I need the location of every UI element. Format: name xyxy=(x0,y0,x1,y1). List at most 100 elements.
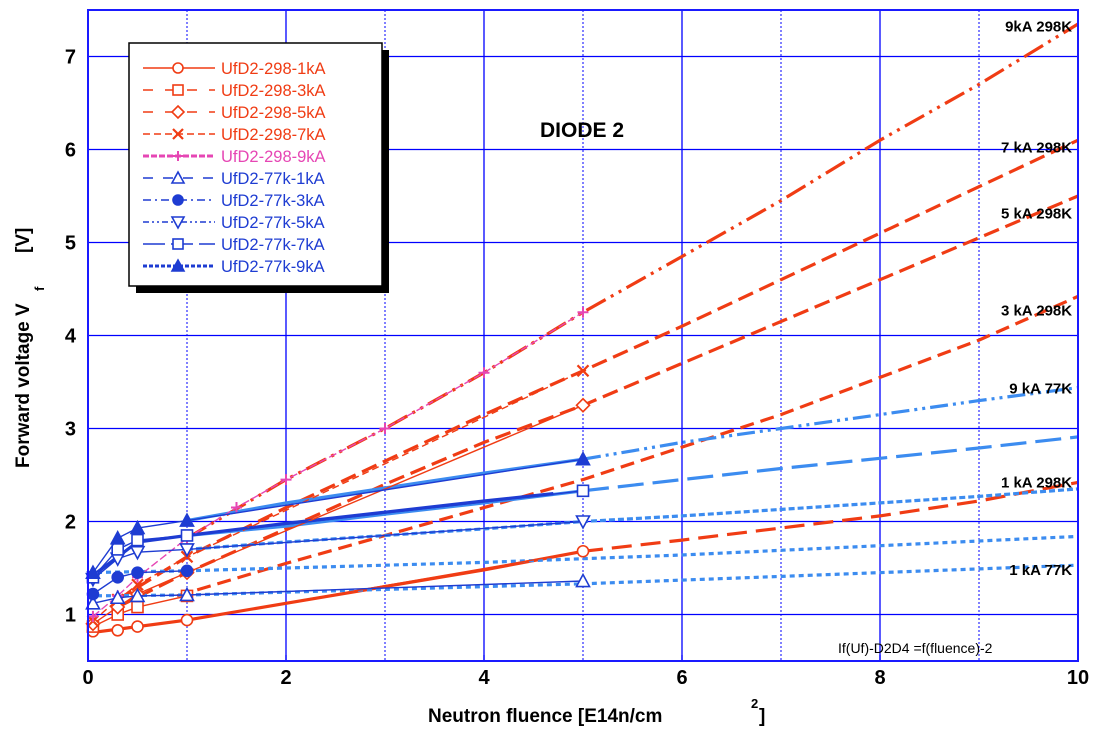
data-point xyxy=(478,367,490,379)
x-tick-label: 6 xyxy=(676,667,687,689)
legend-label: UfD2-298-9kA xyxy=(221,148,326,166)
legend-item: UfD2-77k-9kA xyxy=(143,258,325,276)
curve-label: 3 kA 298K xyxy=(1001,302,1072,319)
legend-label: UfD2-77k-7kA xyxy=(221,236,325,254)
series-ufd2-298-9ka xyxy=(87,306,589,622)
y-tick-label: 4 xyxy=(65,326,77,348)
legend-marker xyxy=(170,170,186,184)
data-series xyxy=(85,306,591,638)
plot-frame xyxy=(87,9,1079,662)
data-point xyxy=(180,613,194,627)
legend-label: UfD2-298-7kA xyxy=(221,126,326,144)
legend-marker xyxy=(170,104,186,120)
legend-item: UfD2-77k-7kA xyxy=(143,236,325,254)
data-point xyxy=(86,587,100,601)
data-point xyxy=(179,543,195,558)
legend-marker xyxy=(170,258,186,272)
data-point xyxy=(231,502,242,514)
legend-marker xyxy=(172,194,184,206)
y-axis-title-text: Forward voltage V xyxy=(13,303,34,468)
legend-label: UfD2-298-1kA xyxy=(221,60,326,78)
data-point xyxy=(179,512,195,527)
legend-marker xyxy=(172,62,184,74)
data-point xyxy=(131,600,144,614)
data-point xyxy=(576,484,590,498)
series-ufd2-298-1ka xyxy=(86,544,590,638)
data-point xyxy=(109,530,126,545)
curve-label: 1 kA 77K xyxy=(1009,562,1072,579)
curve-label: 9kA 298K xyxy=(1005,19,1072,36)
x-axis-title-text: Neutron fluence [E14n/cm xyxy=(428,706,662,727)
data-point xyxy=(131,533,144,547)
series-ufd2-77k-5ka xyxy=(85,515,591,588)
y-axis-title: Forward voltage V f [V] xyxy=(13,228,47,468)
legend-items: UfD2-298-1kA UfD2-298-3kA UfD2-298-5kA UfD2… xyxy=(143,60,326,276)
fit-curve xyxy=(582,435,1079,493)
data-point xyxy=(575,572,591,588)
legend-item: UfD2-298-5kA xyxy=(143,104,326,122)
x-axis-title-sup: 2 xyxy=(751,696,758,711)
data-point xyxy=(575,451,591,466)
legend-item: UfD2-298-1kA xyxy=(143,60,326,78)
legend-box xyxy=(128,42,383,287)
data-point xyxy=(111,624,124,637)
legend-label: UfD2-77k-3kA xyxy=(221,192,325,210)
data-point xyxy=(280,474,292,486)
y-axis-title-sub: f xyxy=(32,286,47,291)
curve-label: 9 kA 77K xyxy=(1009,381,1072,398)
legend-marker xyxy=(170,216,186,230)
legend-label: UfD2-298-5kA xyxy=(221,104,326,122)
curve-label: 5 kA 298K xyxy=(1001,206,1072,223)
legend-item: UfD2-298-7kA xyxy=(143,126,326,144)
series-line xyxy=(92,550,584,632)
legend-item: UfD2-298-3kA xyxy=(143,82,326,100)
fit-curve xyxy=(582,480,1079,553)
data-point xyxy=(111,543,124,556)
fit-curve xyxy=(582,386,1079,461)
diode-label: DIODE 2 xyxy=(540,119,624,142)
data-point xyxy=(131,566,144,579)
legend: UfD2-298-1kA UfD2-298-3kA UfD2-298-5kA UfD2… xyxy=(128,42,389,293)
data-point xyxy=(129,519,146,535)
curve-label: 7 kA 298K xyxy=(1001,140,1072,157)
data-point xyxy=(87,610,99,622)
legend-label: UfD2-298-3kA xyxy=(221,82,326,100)
data-point xyxy=(85,595,101,610)
series-ufd2-77k-9ka xyxy=(85,451,591,579)
x-tick-label: 0 xyxy=(82,667,93,689)
data-point xyxy=(179,586,195,602)
legend-item: UfD2-77k-5kA xyxy=(143,214,325,232)
y-tick-label: 5 xyxy=(65,233,76,255)
data-point xyxy=(131,578,144,592)
data-point xyxy=(575,397,591,413)
data-point xyxy=(111,570,124,584)
fit-curve xyxy=(186,22,1079,540)
series-ufd2-77k-3ka xyxy=(86,564,194,601)
x-tick-label: 2 xyxy=(280,667,291,689)
series-line xyxy=(92,458,584,574)
data-point xyxy=(575,515,591,530)
legend-label: UfD2-77k-5kA xyxy=(221,214,325,232)
legend-item: UfD2-298-9kA xyxy=(143,148,326,166)
curve-annotations: 9kA 298K 7 kA 298K 5 kA 298K 3 kA 298K 9 kA … xyxy=(1001,19,1072,579)
data-point xyxy=(131,620,144,633)
x-tick-label: 10 xyxy=(1067,667,1089,689)
fit-curve xyxy=(186,457,584,523)
data-point xyxy=(85,564,101,579)
y-tick-label: 6 xyxy=(65,140,76,162)
x-axis-title: Neutron fluence [E14n/cm 2 ] xyxy=(428,696,765,727)
plot-note: If(Uf)-D2D4 =f(fluence)-2 xyxy=(838,640,993,656)
series-line xyxy=(92,404,584,625)
curve-label: 1 kA 298K xyxy=(1001,474,1072,491)
x-axis-title-end: ] xyxy=(759,706,765,727)
legend-label: UfD2-77k-9kA xyxy=(221,258,325,276)
y-axis-title-end: [V] xyxy=(13,228,34,253)
fit-curve xyxy=(176,294,1079,598)
data-point xyxy=(379,423,391,434)
data-point xyxy=(576,544,590,558)
data-point xyxy=(109,589,126,605)
data-point xyxy=(129,587,146,603)
y-tick-label: 3 xyxy=(65,419,76,441)
